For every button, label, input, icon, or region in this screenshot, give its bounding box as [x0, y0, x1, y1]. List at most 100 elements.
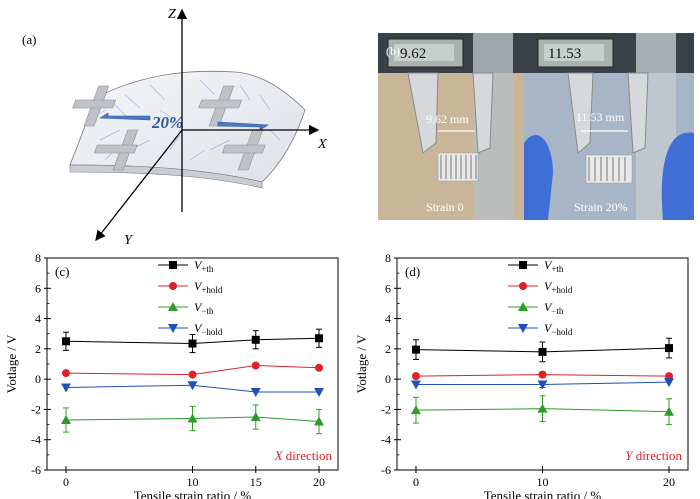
y-axis-label: Votlage / V	[354, 334, 369, 393]
data-point	[537, 403, 548, 413]
legend-subscript: +hold	[201, 285, 223, 295]
legend-subscript: −th	[551, 306, 564, 316]
x-tick-label: 0	[63, 475, 69, 489]
data-point	[411, 345, 420, 354]
data-point	[187, 381, 198, 391]
plot-frame	[46, 257, 339, 471]
legend-label: V+th	[544, 258, 564, 274]
film-edge	[69, 164, 263, 189]
data-point	[61, 337, 70, 346]
y-tick-label: 2	[385, 342, 391, 356]
x-tick-label: 0	[413, 475, 419, 489]
series-line	[65, 365, 320, 376]
legend-label: V−th	[544, 300, 564, 316]
legend-entry: V−hold	[508, 321, 573, 337]
direction-letter: X	[274, 448, 286, 463]
series-line	[65, 416, 320, 423]
z-axis-label: Z	[168, 7, 176, 22]
y-tick-label: -2	[31, 402, 41, 416]
legend-subscript: −th	[201, 306, 214, 316]
data-point	[537, 380, 548, 390]
chart-d: -6 -4 -2 0 2 4 6 8 0 10 20 Tensile strain ratio / %…	[354, 251, 689, 499]
direction-word: direction	[286, 448, 333, 463]
measure-right: 11.53 mm	[576, 110, 625, 124]
x-axis-label: Tensile strain ratio / %	[484, 488, 602, 499]
series-line	[65, 384, 320, 393]
series-2	[410, 395, 675, 426]
y-tick-label: -6	[381, 463, 391, 477]
y-tick-label: 0	[385, 372, 391, 386]
data-point	[314, 388, 325, 398]
legend-marker	[168, 324, 178, 333]
legend-entry: V+hold	[508, 279, 573, 295]
legend-marker	[169, 261, 177, 269]
y-tick-label: -6	[31, 463, 41, 477]
legend-subscript: +th	[551, 264, 564, 274]
direction-word: direction	[636, 448, 683, 463]
legend-label: V+hold	[544, 279, 573, 295]
series-2	[60, 404, 325, 435]
legend-marker	[169, 282, 177, 290]
data-point	[538, 370, 547, 379]
direction-annotation: X direction	[274, 448, 333, 463]
legend-label: V−th	[194, 300, 214, 316]
plot-frame	[396, 257, 689, 471]
y-tick-label: 6	[35, 281, 41, 295]
legend-label: V−hold	[194, 321, 223, 337]
y-axis	[95, 129, 183, 242]
legend-entry: V−th	[508, 300, 564, 316]
data-point	[538, 347, 547, 356]
legend-marker	[518, 324, 528, 333]
data-point	[314, 416, 325, 426]
legend-marker	[168, 302, 178, 311]
x-axis-label: X	[317, 137, 327, 152]
caliper-display-left: 9.62	[400, 46, 426, 62]
x-axis-label: Tensile strain ratio / %	[134, 488, 252, 499]
data-point	[61, 369, 70, 378]
y-tick-label: 2	[35, 342, 41, 356]
legend-marker	[519, 261, 527, 269]
data-point	[664, 378, 675, 388]
legend-subscript: −hold	[551, 327, 573, 337]
data-point	[251, 361, 260, 370]
legend-label: V−hold	[544, 321, 573, 337]
panel-a-label: (a)	[22, 32, 37, 47]
legend-marker	[518, 302, 528, 311]
legend-subscript: +th	[201, 264, 214, 274]
panel-b-label: (b)	[386, 44, 400, 58]
legend-subscript: +hold	[551, 285, 573, 295]
y-tick-label: 6	[385, 281, 391, 295]
data-point	[664, 406, 675, 416]
caliper-display-right: 11.53	[548, 46, 581, 62]
data-point	[410, 405, 421, 415]
y-tick-label: 4	[35, 312, 41, 326]
panel-b-photo: 9.62 (b) 9.62 mm Strain 0 11.53 11.53 mm…	[378, 33, 694, 220]
strain-arrow-left	[99, 112, 151, 121]
caption-right: Strain 20%	[574, 200, 628, 214]
direction-annotation: Y direction	[625, 448, 682, 463]
data-point	[411, 372, 420, 381]
series-3	[60, 381, 325, 398]
legend-entry: V+hold	[158, 279, 223, 295]
legend-entry: V−th	[158, 300, 214, 316]
strain-arrow-right	[217, 121, 269, 131]
series-1	[61, 361, 324, 379]
y-tick-label: -4	[381, 433, 391, 447]
y-tick-label: 0	[35, 372, 41, 386]
y-axis-label: Y	[124, 233, 134, 248]
x-tick-label: 20	[663, 475, 675, 489]
data-point	[251, 335, 260, 344]
panel-label: (c)	[55, 264, 69, 279]
data-point	[250, 412, 261, 421]
x-tick-label: 20	[313, 475, 325, 489]
data-point	[315, 334, 324, 343]
chart-c: -6 -4 -2 0 2 4 6 8 0 10 15 20 Tensile strain ratio /…	[4, 251, 339, 499]
y-tick-label: 4	[385, 312, 391, 326]
series-0	[411, 337, 674, 363]
data-point	[60, 415, 71, 425]
series-0	[61, 328, 324, 354]
legend-label: V+th	[194, 258, 214, 274]
panel-a-schematic: 20% Z X Y	[69, 7, 327, 248]
caption-left: Strain 0	[426, 200, 464, 214]
data-point	[188, 339, 197, 348]
